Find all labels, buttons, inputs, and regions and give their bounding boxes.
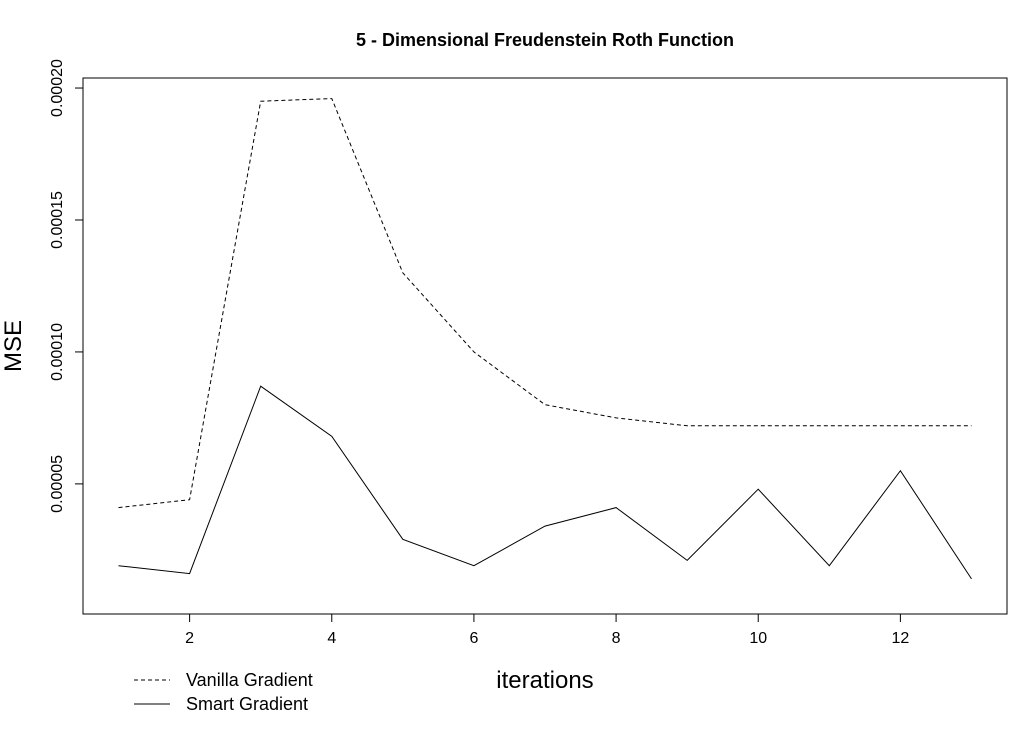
y-tick-label: 0.00020: [49, 59, 66, 117]
chart-title: 5 - Dimensional Freudenstein Roth Functi…: [356, 30, 734, 50]
legend: Vanilla Gradient Smart Gradient: [134, 670, 313, 714]
legend-label: Smart Gradient: [186, 694, 308, 714]
y-tick-label: 0.00005: [49, 455, 66, 513]
x-tick-label: 6: [469, 630, 478, 647]
x-tick-label: 2: [185, 630, 194, 647]
x-tick-label: 8: [612, 630, 621, 647]
x-tick-label: 4: [327, 630, 336, 647]
x-axis-label: iterations: [496, 667, 593, 694]
smart-gradient-line: [118, 385, 972, 580]
series-layer: [118, 98, 972, 580]
legend-label: Vanilla Gradient: [186, 670, 313, 690]
x-tick-label: 10: [749, 630, 767, 647]
x-tick-label: 12: [891, 630, 909, 647]
y-axis-label: MSE: [0, 320, 27, 372]
x-axis: 2 4 6 8 10 12: [185, 613, 909, 647]
plot-frame: [82, 77, 1008, 615]
vanilla-gradient-line: [118, 98, 972, 509]
y-tick-label: 0.00010: [49, 323, 66, 381]
y-tick-label: 0.00015: [49, 191, 66, 249]
y-axis: 0.00005 0.00010 0.00015 0.00020: [49, 59, 84, 513]
